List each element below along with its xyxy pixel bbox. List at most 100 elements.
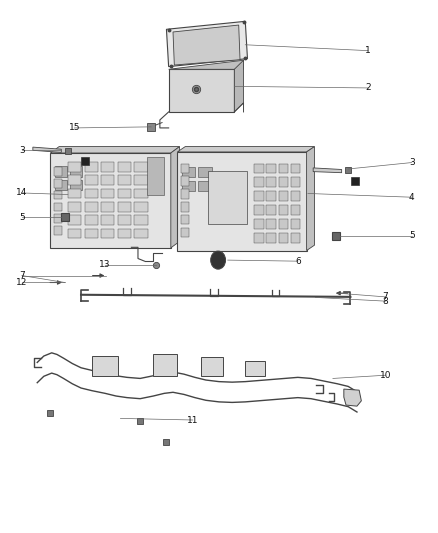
Polygon shape [50, 153, 171, 248]
Text: 1: 1 [365, 46, 371, 55]
Bar [134, 162, 148, 172]
Polygon shape [344, 389, 361, 406]
Bar [254, 233, 264, 243]
Text: 12: 12 [16, 278, 28, 287]
Bar [266, 219, 276, 229]
Bar [85, 202, 98, 212]
Bar [118, 215, 131, 225]
Bar [118, 175, 131, 185]
Bar [279, 205, 288, 215]
Bar [266, 205, 276, 215]
Bar [181, 164, 189, 173]
Polygon shape [171, 147, 180, 248]
Bar [254, 191, 264, 201]
Bar [201, 357, 223, 376]
Bar [279, 177, 288, 187]
Polygon shape [50, 147, 180, 153]
Bar [266, 177, 276, 187]
Bar [55, 180, 67, 190]
Polygon shape [177, 152, 307, 251]
Circle shape [211, 251, 226, 269]
Bar [181, 215, 189, 224]
Text: 10: 10 [380, 371, 391, 379]
Bar [266, 164, 276, 173]
Bar [245, 361, 265, 376]
Bar [254, 219, 264, 229]
Bar [291, 233, 300, 243]
Text: 5: 5 [409, 231, 415, 240]
Bar [85, 189, 98, 198]
Bar [85, 175, 98, 185]
Text: 5: 5 [19, 213, 25, 222]
Bar [279, 164, 288, 173]
Bar [291, 177, 300, 187]
Bar [181, 176, 189, 186]
Bar [101, 215, 114, 225]
Bar [118, 162, 131, 172]
Polygon shape [307, 147, 314, 251]
Bar [118, 229, 131, 238]
Bar [198, 181, 212, 191]
Bar [54, 214, 62, 223]
Bar [266, 191, 276, 201]
Bar [101, 162, 114, 172]
Bar [181, 202, 189, 212]
Text: 7: 7 [19, 271, 25, 280]
Bar [55, 166, 67, 177]
Bar [198, 167, 212, 177]
Bar [291, 164, 300, 173]
Polygon shape [166, 21, 247, 67]
Bar [68, 189, 81, 198]
Bar [85, 215, 98, 225]
Bar [54, 167, 62, 176]
Bar [70, 180, 82, 190]
Text: 3: 3 [19, 146, 25, 155]
Text: 2: 2 [365, 84, 371, 92]
Bar [54, 226, 62, 235]
Bar [291, 205, 300, 215]
Bar [85, 162, 98, 172]
Polygon shape [313, 168, 342, 173]
Bar [181, 189, 189, 199]
Text: 6: 6 [295, 257, 301, 265]
Bar [68, 175, 81, 185]
Bar [208, 171, 247, 224]
Text: 13: 13 [99, 261, 111, 269]
Bar [279, 191, 288, 201]
Bar [266, 233, 276, 243]
Bar [153, 354, 177, 376]
Bar [147, 157, 164, 195]
Bar [254, 205, 264, 215]
Bar [68, 229, 81, 238]
Bar [68, 162, 81, 172]
Text: 11: 11 [187, 416, 198, 424]
Text: 14: 14 [16, 189, 28, 197]
Bar [291, 191, 300, 201]
Text: 3: 3 [409, 158, 415, 167]
Bar [279, 219, 288, 229]
Polygon shape [33, 147, 61, 152]
Bar [92, 356, 118, 376]
Polygon shape [234, 60, 244, 112]
Bar [134, 189, 148, 198]
Polygon shape [169, 69, 234, 112]
Polygon shape [173, 25, 240, 65]
Bar [118, 189, 131, 198]
Bar [182, 181, 195, 191]
Bar [54, 203, 62, 211]
Bar [254, 177, 264, 187]
Bar [85, 229, 98, 238]
Polygon shape [169, 60, 244, 69]
Bar [134, 229, 148, 238]
Text: 7: 7 [382, 293, 389, 301]
Bar [101, 175, 114, 185]
Bar [54, 191, 62, 199]
Bar [101, 202, 114, 212]
Bar [68, 202, 81, 212]
Bar [291, 219, 300, 229]
Bar [279, 233, 288, 243]
Bar [254, 164, 264, 173]
Bar [101, 229, 114, 238]
Bar [134, 175, 148, 185]
Text: 4: 4 [409, 193, 414, 201]
